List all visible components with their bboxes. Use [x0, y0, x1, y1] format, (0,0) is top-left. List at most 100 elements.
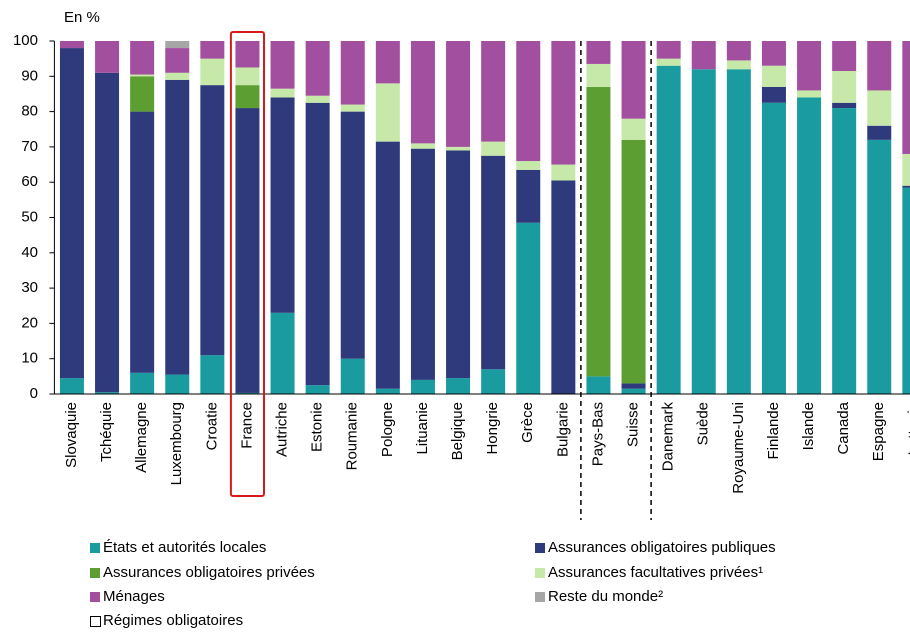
bar-segment — [516, 222, 541, 394]
bar-segment — [235, 108, 260, 393]
bar-segment — [446, 146, 471, 151]
x-tick-label: Canada — [835, 401, 852, 454]
bar-segment — [516, 41, 541, 162]
x-tick-label: Pays-Bas — [589, 402, 606, 466]
bar-segment — [621, 388, 646, 394]
bar-segment — [375, 141, 400, 389]
bar-segment — [832, 71, 857, 103]
bar-segment — [902, 185, 910, 188]
bar-segment — [481, 369, 506, 394]
bar-segment — [902, 41, 910, 154]
y-tick-label: 70 — [21, 138, 38, 155]
bar-segment — [691, 69, 716, 395]
bar-segment — [270, 312, 295, 394]
bar-segment — [586, 41, 611, 64]
bar-segment — [446, 41, 471, 147]
bar-segment — [410, 148, 435, 380]
legend-swatch — [90, 616, 101, 627]
y-tick-label: 80 — [21, 103, 38, 120]
x-tick-label: Danemark — [660, 402, 677, 472]
bar-segment — [726, 60, 751, 70]
legend-label: Assurances obligatoires privées — [103, 564, 315, 581]
y-tick-label: 0 — [30, 385, 38, 402]
bar-segment — [867, 90, 892, 126]
bar-segment — [235, 85, 260, 109]
bar-segment — [165, 72, 190, 80]
bar-segment — [340, 104, 365, 112]
bar-segment — [305, 41, 330, 96]
bar-segment — [375, 41, 400, 84]
bar-segment — [165, 79, 190, 375]
bar-segment — [165, 41, 190, 49]
y-tick-label: 10 — [21, 350, 38, 367]
bar-segment — [797, 41, 822, 91]
y-tick-label: 60 — [21, 173, 38, 190]
bar-segment — [130, 76, 155, 112]
bar-segment — [95, 392, 120, 394]
bar-segment — [410, 41, 435, 144]
bar-segment — [270, 88, 295, 98]
x-tick-label: Estonie — [309, 402, 326, 452]
bar-segment — [621, 383, 646, 389]
legend-swatch — [90, 568, 100, 578]
bar-segment — [340, 41, 365, 105]
y-tick-label: 90 — [21, 67, 38, 84]
bar-segment — [375, 83, 400, 142]
x-tick-label: Autriche — [274, 402, 291, 457]
bar-segment — [832, 102, 857, 109]
x-tick-label: Islande — [800, 402, 817, 450]
bar-segment — [481, 141, 506, 156]
bar-segment — [656, 41, 681, 59]
bar-segment — [551, 41, 576, 165]
x-tick-label: Belgique — [449, 402, 466, 460]
y-tick-label: 100 — [13, 32, 38, 49]
bar-segment — [410, 143, 435, 149]
x-tick-label: Lituanie — [414, 402, 431, 455]
bar-segment — [761, 65, 786, 87]
bar-segment — [656, 58, 681, 66]
bar-segment — [516, 169, 541, 223]
bar-segment — [481, 41, 506, 142]
bar-segment — [235, 67, 260, 86]
x-tick-label: Suède — [695, 402, 712, 445]
bar-segment — [902, 153, 910, 186]
bar-segment — [305, 385, 330, 394]
legend-swatch — [535, 568, 545, 578]
bar-segment — [165, 48, 190, 73]
legend-label: Assurances facultatives privées¹ — [548, 564, 763, 581]
bar-segment — [797, 97, 822, 394]
bar-segment — [902, 187, 910, 394]
legend-swatch — [90, 592, 100, 602]
y-tick-label: 40 — [21, 244, 38, 261]
bar-segment — [621, 139, 646, 384]
y-tick-label: 20 — [21, 314, 38, 331]
bar-segment — [551, 180, 576, 394]
x-tick-label: Luxembourg — [168, 402, 185, 485]
bar-segment — [130, 41, 155, 75]
bar-segment — [235, 41, 260, 68]
bar-segment — [832, 108, 857, 394]
bar-segment — [340, 111, 365, 359]
x-tick-label: Lettonie — [905, 402, 910, 455]
x-tick-label: Pologne — [379, 402, 396, 457]
bar-segment — [59, 48, 84, 379]
bar-segment — [340, 358, 365, 394]
bar-segment — [691, 41, 716, 70]
bar-segment — [446, 378, 471, 394]
bar-segment — [130, 111, 155, 373]
bar-segment — [726, 41, 751, 61]
bar-segment — [516, 161, 541, 170]
bar-segment — [59, 41, 84, 49]
x-tick-label: France — [238, 402, 255, 449]
x-tick-label: Grèce — [519, 402, 536, 443]
y-tick-label: 50 — [21, 208, 38, 225]
bar-segment — [95, 72, 120, 393]
bar-segment — [446, 150, 471, 379]
bar-segment — [305, 102, 330, 386]
x-tick-label: Suisse — [625, 402, 642, 447]
bar-segment — [410, 379, 435, 394]
legend-label: États et autorités locales — [103, 539, 266, 556]
bar-segment — [586, 376, 611, 394]
y-axis-label: En % — [64, 9, 100, 26]
